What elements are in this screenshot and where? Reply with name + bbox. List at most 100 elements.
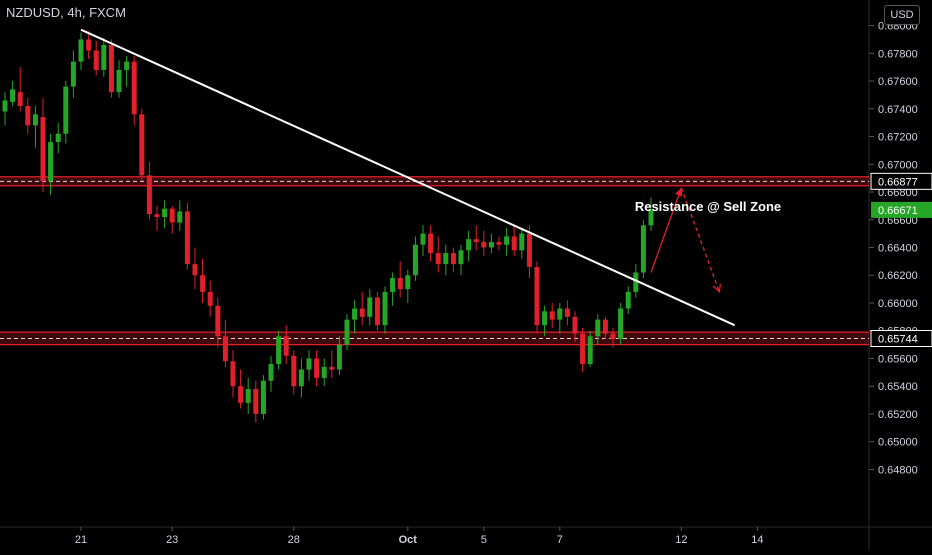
price-tick-label: 0.66200 [878,270,918,282]
candle-body [458,250,464,265]
resistance-price-badge-text: 0.66877 [878,176,918,188]
candle-body [397,278,403,290]
candle-body [519,233,525,251]
candle-body [283,336,289,356]
candle-body [504,236,510,245]
candle-body [367,297,373,317]
candle-body [488,241,494,248]
resistance-price-badge-box [870,172,932,190]
projection-down-arrow[interactable] [680,187,719,292]
candle-body [602,319,608,334]
candle-body [625,291,631,309]
candle-body [169,208,175,223]
candle-body [382,291,388,326]
price-tick-label: 0.66400 [878,243,918,255]
candle-body [139,114,145,176]
candle-body [306,358,312,370]
candle-body [412,244,418,276]
candle-body [511,236,517,251]
currency-button[interactable]: USD [884,5,920,25]
time-axis[interactable]: 21 23 28 Oct 5 7 12 14 [75,527,764,546]
candle-body [321,366,327,378]
candle-body [146,175,152,215]
candle-body [124,61,130,70]
candle-body [131,61,137,115]
candle-body [93,50,99,70]
candle-body [466,239,472,251]
candle-body [222,336,228,362]
price-tick-label: 0.67600 [878,76,918,88]
candle-body [10,89,16,102]
candle-body [200,275,206,292]
candle-body [70,61,76,87]
candle-body [260,380,266,414]
drawings[interactable]: Resistance @ Sell Zone [80,28,781,327]
candle-body [557,308,563,320]
price-tick-label: 0.67200 [878,132,918,144]
candle-body [534,266,540,326]
price-tick-label: 0.65600 [878,353,918,365]
current-price-badge-text: 0.66671 [878,205,918,217]
price-tick-label: 0.67400 [878,104,918,116]
candle-body [116,69,122,93]
candle-body [633,272,639,292]
candle-body [374,297,380,326]
price-tick-label: 0.66800 [878,187,918,199]
candle-body [359,308,365,317]
trendline[interactable] [80,28,736,327]
candlestick-series[interactable] [2,31,654,423]
time-tick-label: 21 [75,534,87,546]
candle-body [405,275,411,290]
time-tick-label: 23 [166,534,178,546]
candle-body [314,358,320,378]
candle-body [564,308,570,317]
candle-body [245,388,251,403]
time-tick-label: 12 [675,534,687,546]
candle-body [352,308,358,320]
price-tick-label: 0.67800 [878,48,918,60]
projection-up-arrow[interactable] [650,187,683,273]
price-axis[interactable]: 0.680000.678000.676000.674000.672000.670… [869,21,918,477]
candle-body [268,364,274,381]
candle-body [390,278,396,292]
price-badges: 0.66877 0.66671 0.65744 [870,172,932,347]
symbol-title: NZDUSD, 4h, FXCM [6,5,126,20]
candle-body [177,211,183,223]
candle-body [549,311,555,320]
candle-body [473,239,479,242]
candle-body [526,233,532,267]
candle-body [55,133,61,143]
candle-body [587,336,593,365]
time-tick-label: Oct [399,534,418,546]
candle-body [542,311,548,326]
candle-body [618,308,624,340]
candle-body [298,369,304,387]
price-tick-label: 0.64800 [878,464,918,476]
candle-body [63,86,69,134]
time-tick-label: 28 [288,534,300,546]
candle-body [450,253,456,265]
candle-body [86,39,92,51]
current-price-badge-box [871,201,932,218]
candle-body [329,366,335,370]
candle-body [291,355,297,387]
time-tick-label: 7 [557,534,563,546]
candle-body [192,264,198,276]
support-price-badge-text: 0.65744 [878,334,918,346]
candle-body [435,253,441,265]
candle-body [78,39,84,62]
candle-body [648,210,654,226]
candle-body [162,208,168,217]
price-tick-label: 0.66000 [878,298,918,310]
candle-body [640,225,646,273]
candle-body [238,386,244,403]
candle-body [108,44,114,93]
time-tick-label: 5 [481,534,487,546]
candle-body [230,361,236,387]
candle-body [154,214,160,217]
resistance-zone-label: Resistance @ Sell Zone [635,199,781,214]
candle-body [595,319,601,337]
